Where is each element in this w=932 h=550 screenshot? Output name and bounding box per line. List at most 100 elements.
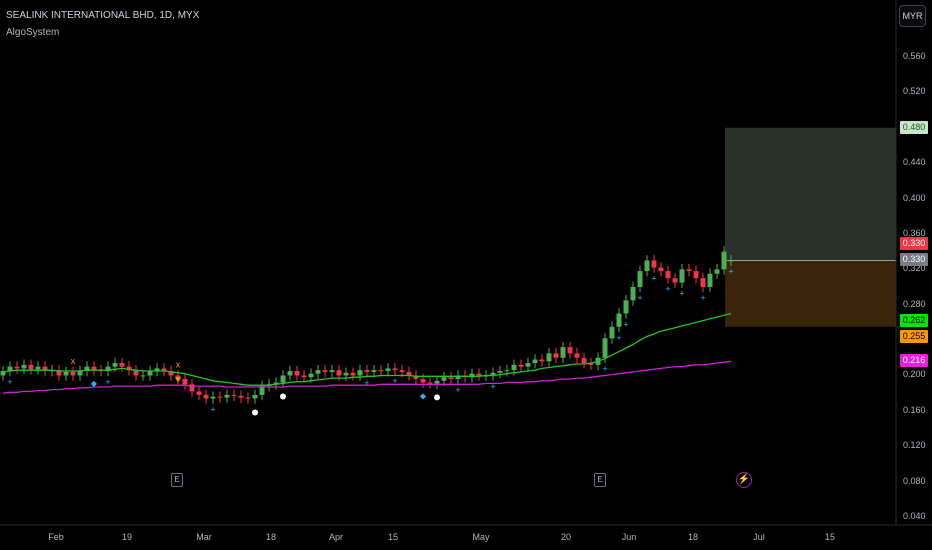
exit-dot-marker — [280, 393, 286, 400]
candle-body — [161, 368, 167, 372]
candle-body — [721, 251, 727, 270]
candle-body — [525, 363, 531, 367]
candle-body — [196, 391, 202, 395]
candle-body — [21, 364, 27, 369]
candle-body — [707, 273, 713, 287]
candle-body — [245, 397, 251, 399]
candle-body — [70, 371, 76, 376]
candle-body — [119, 363, 125, 367]
buy-signal-marker: + — [602, 364, 607, 374]
buy-signal-marker: + — [616, 333, 621, 343]
currency-button[interactable]: MYR — [899, 5, 926, 27]
buy-signal-marker: + — [637, 293, 642, 303]
candle-body — [105, 366, 111, 372]
price-tick-label: 0.360 — [903, 227, 926, 238]
buy-signal-marker: + — [700, 293, 705, 303]
candle-body — [133, 370, 139, 376]
earnings-event-icon[interactable]: E — [171, 473, 183, 487]
target-zone — [725, 127, 896, 261]
candle-body — [714, 269, 720, 274]
candle-body — [553, 353, 559, 358]
price-tick-label: 0.040 — [903, 511, 926, 521]
candle-body — [224, 394, 230, 398]
candle-body — [385, 368, 391, 372]
candle-body — [238, 395, 244, 398]
earnings-event-icon[interactable]: E — [594, 473, 606, 487]
candle-body — [63, 371, 69, 376]
candle-body — [630, 287, 636, 301]
price-tag-label: 0.330 — [900, 253, 928, 266]
buy-signal-marker: + — [364, 378, 369, 388]
dividend-event-icon[interactable]: ⚡ — [736, 472, 752, 488]
price-tag-label: 0.216 — [900, 354, 928, 367]
candle-body — [700, 278, 706, 287]
candle-body — [203, 394, 209, 399]
price-tick-label: 0.280 — [903, 298, 926, 309]
candle-body — [259, 386, 265, 395]
buy-signal-marker: + — [679, 289, 684, 299]
candle-body — [42, 366, 48, 372]
candle-body — [728, 260, 734, 262]
sell-signal-triangle — [175, 377, 181, 383]
price-tick-label: 0.560 — [903, 51, 926, 61]
candle-body — [574, 353, 580, 358]
candle-body — [539, 359, 545, 362]
candle-body — [644, 260, 650, 272]
price-tag-label: 0.255 — [900, 330, 928, 343]
candle-body — [273, 382, 279, 385]
candle-body — [672, 278, 678, 283]
candle-body — [287, 371, 293, 376]
candle-body — [231, 394, 237, 396]
time-tick-label: Apr — [328, 532, 344, 542]
candle-body — [455, 375, 461, 379]
price-tick-label: 0.400 — [903, 192, 926, 203]
time-tick-label: 20 — [560, 532, 572, 542]
time-tick-label: May — [472, 532, 490, 542]
candle-body — [602, 338, 608, 358]
diamond-signal-marker: ◆ — [91, 379, 98, 388]
candle-body — [182, 379, 188, 385]
candle-body — [217, 396, 223, 398]
candle-body — [420, 379, 426, 383]
candle-body — [623, 300, 629, 314]
candle-body — [301, 375, 307, 378]
price-tag-label: 0.480 — [900, 121, 928, 134]
candle-body — [378, 370, 384, 372]
candle-body — [154, 368, 160, 372]
buy-signal-marker: + — [665, 284, 670, 294]
stop-zone — [725, 260, 896, 327]
symbol-title: SEALINK INTERNATIONAL BHD, 1D, MYX — [6, 10, 200, 21]
time-tick-label: 19 — [121, 532, 133, 542]
candle-body — [140, 375, 146, 377]
indicator-label[interactable]: AlgoSystem — [6, 27, 60, 38]
candle-body — [84, 366, 90, 372]
candle-body — [616, 313, 622, 327]
candle-body — [693, 271, 699, 279]
candle-body — [588, 363, 594, 365]
price-tick-label: 0.320 — [903, 263, 926, 274]
buy-signal-marker: + — [728, 266, 733, 276]
candle-body — [350, 372, 356, 376]
time-tick-label: 18 — [265, 532, 277, 542]
candle-body — [168, 371, 174, 376]
candle-body — [406, 371, 412, 376]
time-tick-label: Jul — [753, 532, 765, 542]
candle-body — [392, 368, 398, 371]
candle-body — [560, 347, 566, 358]
candle-body — [532, 359, 538, 364]
time-tick-label: Mar — [196, 532, 212, 542]
buy-signal-marker: + — [623, 320, 628, 330]
buy-signal-marker: + — [7, 377, 12, 387]
candle-body — [315, 370, 321, 374]
price-tick-label: 0.440 — [903, 157, 926, 168]
candle-body — [448, 377, 454, 379]
candle-body — [210, 396, 216, 399]
candle-body — [490, 372, 496, 376]
candle-body — [371, 370, 377, 372]
candle-body — [441, 377, 447, 381]
sell-signal-x-marker: x — [71, 356, 76, 366]
time-tick-label: Feb — [48, 532, 64, 542]
exit-dot-marker — [434, 394, 440, 401]
candle-body — [413, 375, 419, 379]
